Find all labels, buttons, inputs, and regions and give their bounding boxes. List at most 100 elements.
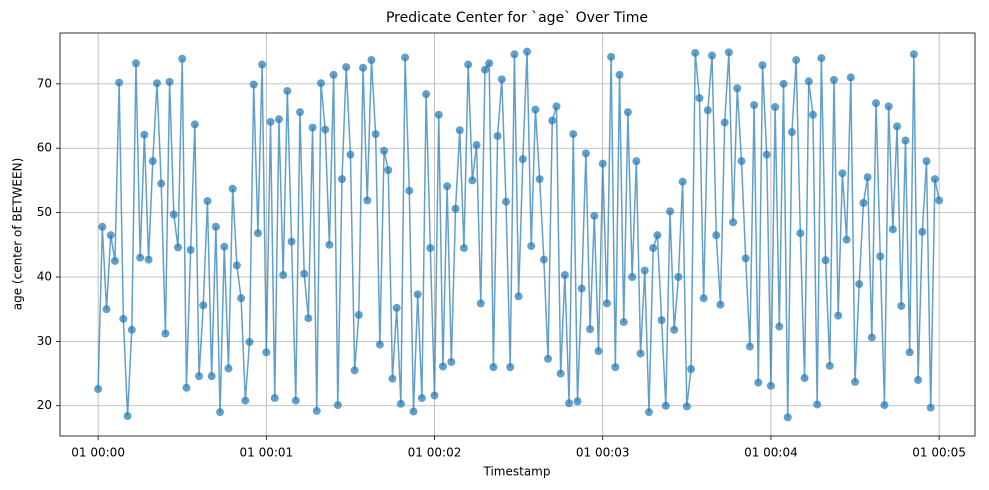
- data-point: [535, 175, 544, 184]
- data-point: [737, 157, 746, 166]
- data-point: [838, 169, 847, 178]
- data-point: [388, 374, 397, 383]
- data-point: [640, 266, 649, 275]
- data-point: [527, 242, 536, 251]
- data-point: [430, 391, 439, 400]
- data-point: [922, 157, 931, 166]
- data-point: [190, 120, 199, 129]
- data-point: [796, 229, 805, 238]
- data-point: [325, 240, 334, 249]
- data-point: [94, 385, 103, 394]
- data-point: [262, 348, 271, 357]
- data-point: [443, 182, 452, 191]
- data-point: [565, 399, 574, 408]
- data-point: [110, 256, 119, 265]
- data-point: [380, 146, 389, 155]
- data-point: [745, 342, 754, 351]
- data-point: [834, 311, 843, 320]
- data-point: [392, 303, 401, 312]
- data-point: [152, 79, 161, 88]
- data-point: [287, 237, 296, 246]
- data-point: [573, 397, 582, 406]
- data-point: [300, 269, 309, 278]
- data-point: [670, 325, 679, 334]
- data-point: [182, 383, 191, 392]
- data-point: [279, 271, 288, 280]
- data-point: [199, 301, 208, 310]
- data-point: [186, 245, 195, 254]
- data-point: [783, 413, 792, 422]
- data-point: [506, 363, 515, 372]
- data-point: [161, 329, 170, 338]
- y-tick-label: 70: [37, 76, 52, 90]
- data-point: [779, 79, 788, 88]
- data-point: [598, 159, 607, 168]
- data-point: [661, 401, 670, 410]
- data-point: [611, 363, 620, 372]
- data-line: [97, 51, 940, 418]
- data-point: [459, 244, 468, 253]
- data-point: [632, 157, 641, 166]
- data-point: [203, 197, 212, 206]
- data-point: [720, 118, 729, 127]
- data-point: [342, 63, 351, 72]
- data-point: [703, 106, 712, 115]
- data-point: [544, 354, 553, 363]
- data-point: [712, 231, 721, 240]
- data-point: [384, 166, 393, 175]
- data-point: [733, 84, 742, 93]
- y-tick-label: 60: [37, 141, 52, 155]
- x-axis-label: Timestamp: [483, 465, 551, 479]
- data-point: [867, 333, 876, 342]
- data-point: [825, 361, 834, 370]
- data-point: [464, 60, 473, 69]
- data-point: [674, 272, 683, 281]
- data-point: [308, 123, 317, 132]
- data-point: [169, 210, 178, 219]
- data-point: [476, 299, 485, 308]
- data-point: [371, 130, 380, 139]
- data-point: [708, 51, 717, 60]
- data-point: [804, 77, 813, 86]
- data-point: [258, 60, 267, 69]
- data-point: [552, 102, 561, 111]
- data-point: [148, 157, 157, 166]
- data-point: [724, 48, 733, 57]
- data-point: [855, 280, 864, 289]
- y-tick-label: 50: [37, 205, 52, 219]
- data-point: [140, 130, 149, 139]
- data-point: [157, 179, 166, 188]
- data-point: [581, 149, 590, 158]
- data-point: [224, 364, 233, 373]
- data-point: [304, 314, 313, 323]
- x-tick-label: 01 00:04: [744, 446, 798, 460]
- data-point: [316, 79, 325, 88]
- data-point: [422, 90, 431, 99]
- data-point: [872, 99, 881, 108]
- data-point: [367, 56, 376, 65]
- data-point: [270, 394, 279, 403]
- data-point: [729, 218, 738, 227]
- data-point: [666, 207, 674, 216]
- data-point: [359, 63, 368, 72]
- data-point: [253, 229, 262, 238]
- data-point: [649, 244, 658, 253]
- data-point: [232, 261, 241, 270]
- data-point: [935, 196, 944, 205]
- data-point: [926, 403, 935, 412]
- data-point: [426, 244, 435, 253]
- data-point: [800, 374, 809, 383]
- data-point: [98, 222, 107, 231]
- data-point: [590, 211, 599, 220]
- x-tick-label: 01 00:00: [71, 446, 125, 460]
- data-point: [821, 256, 830, 265]
- data-point: [502, 197, 511, 206]
- data-point: [909, 50, 918, 59]
- x-tick-label: 01 00:03: [576, 446, 630, 460]
- data-point: [615, 70, 624, 79]
- data-point: [884, 102, 893, 111]
- data-point: [329, 70, 338, 79]
- data-point: [539, 255, 548, 264]
- data-point: [750, 101, 759, 110]
- data-point: [678, 177, 687, 186]
